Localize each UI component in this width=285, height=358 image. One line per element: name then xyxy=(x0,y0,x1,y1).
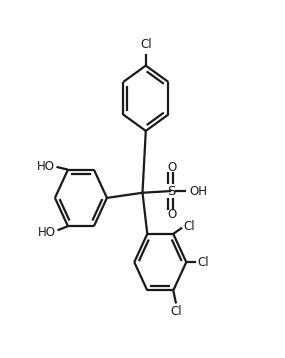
Text: HO: HO xyxy=(37,160,55,173)
Text: OH: OH xyxy=(189,184,207,198)
Text: Cl: Cl xyxy=(171,305,182,318)
Text: Cl: Cl xyxy=(140,38,152,51)
Text: S: S xyxy=(167,184,175,198)
Text: Cl: Cl xyxy=(184,220,195,233)
Text: HO: HO xyxy=(38,226,56,238)
Text: Cl: Cl xyxy=(197,256,209,268)
Text: O: O xyxy=(167,161,177,174)
Text: O: O xyxy=(167,208,177,221)
